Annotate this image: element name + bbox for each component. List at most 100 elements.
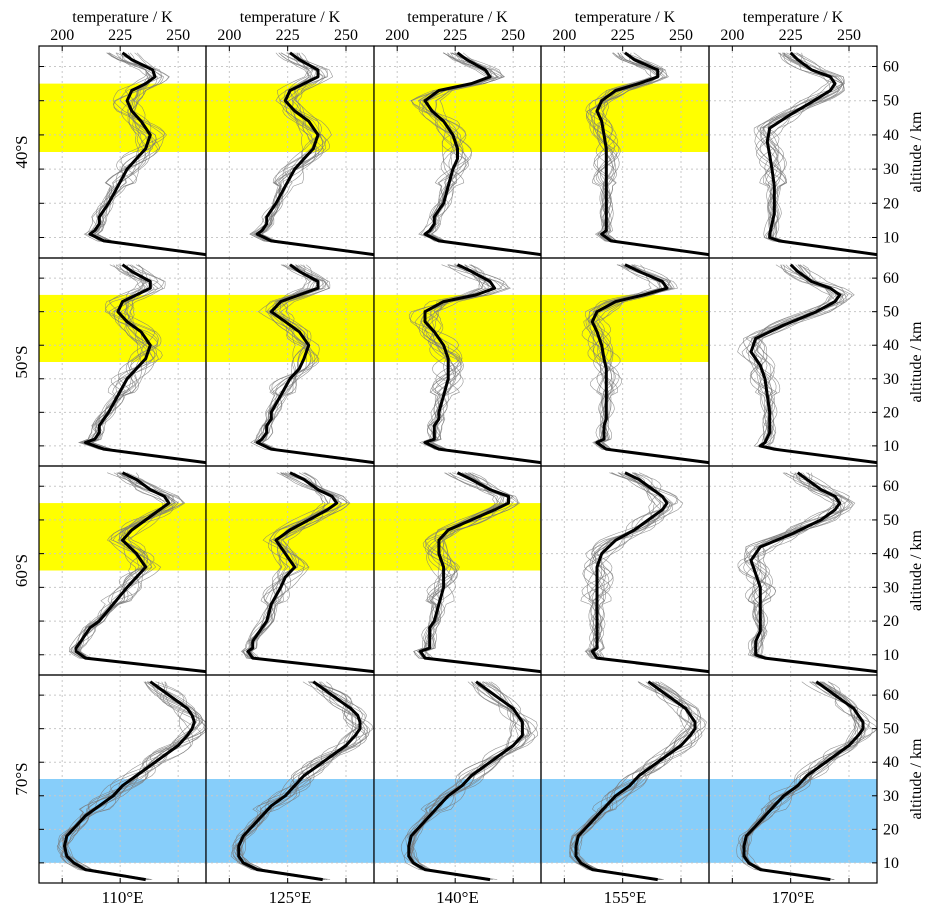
ensemble-profile-line xyxy=(259,264,372,463)
ensemble-profile-line xyxy=(249,472,374,672)
ensemble-profile-line xyxy=(243,472,373,672)
y-tick-label: 60 xyxy=(883,59,899,76)
panel-frame xyxy=(708,45,878,259)
ensemble-profile-line xyxy=(417,472,541,672)
ensemble-profile-line xyxy=(81,264,206,463)
ensemble-profile-line xyxy=(593,472,709,672)
x-tick-label: 225 xyxy=(276,27,300,44)
panel-frame xyxy=(708,257,878,467)
ensemble-profile-line xyxy=(753,52,872,255)
ensemble-profile-line xyxy=(413,472,541,672)
ensemble-profile-line xyxy=(65,681,206,880)
panel-70°S-110°E xyxy=(38,674,207,884)
ensemble-profile-line xyxy=(408,264,540,463)
mean-profile-line xyxy=(255,51,374,257)
ensemble-profile-line xyxy=(68,472,206,672)
y-tick-label: 60 xyxy=(883,270,899,287)
panel-60°S-170°E xyxy=(708,465,878,676)
ensemble-profile-line xyxy=(242,681,363,880)
y-tick-label: 30 xyxy=(883,371,899,388)
mean-profile-line xyxy=(88,51,206,257)
x-tick-label: 200 xyxy=(552,27,576,44)
y-tick-label: 40 xyxy=(883,337,899,354)
longitude-label: 170°E xyxy=(772,888,815,907)
ensemble-profile-line xyxy=(250,264,371,463)
panel-frame xyxy=(540,465,710,676)
x-tick-label: 225 xyxy=(779,27,803,44)
right-axis: 10 20 30 40 50 60 altitude / km 10 20 30 40 50 60 alt… xyxy=(883,59,925,872)
panel-70°S-170°E xyxy=(708,674,878,884)
ensemble-profile-line xyxy=(763,52,875,255)
ensemble-profile-line xyxy=(743,264,871,463)
ensemble-profile-line xyxy=(739,681,866,880)
y-tick-label: 60 xyxy=(883,478,899,495)
mean-profile-line xyxy=(74,471,206,674)
mean-profile-line xyxy=(749,263,877,465)
ensemble-profile-line xyxy=(416,472,541,672)
ensemble-profile-line xyxy=(743,472,877,672)
ensemble-profile-line xyxy=(741,681,867,880)
panel-70°S-125°E xyxy=(205,674,375,884)
ensemble-profile-line xyxy=(240,681,353,880)
longitude-label: 110°E xyxy=(101,888,143,907)
ensemble-profile-line xyxy=(89,52,200,255)
ensemble-profile-line xyxy=(589,472,709,672)
ensemble-profile-line xyxy=(91,264,206,463)
x-tick-label: 200 xyxy=(50,27,74,44)
ensemble-profile-line xyxy=(737,264,877,463)
ensemble-profile-line xyxy=(413,472,541,672)
mean-profile-line xyxy=(423,51,541,257)
ensemble-profile-line xyxy=(250,472,371,672)
ensemble-profile-line xyxy=(586,472,706,672)
ensemble-profile-line xyxy=(246,472,374,672)
top-axis-title: temperature / K xyxy=(407,9,508,26)
ensemble-profile-line xyxy=(421,472,538,672)
ensemble-profile-line xyxy=(569,681,700,880)
ensemble-profile-line xyxy=(58,681,191,880)
ensemble-profile-line xyxy=(583,472,709,672)
ensemble-profile-line xyxy=(240,472,374,672)
yellow-highlight-band xyxy=(374,294,541,362)
ensemble-profile-line xyxy=(584,472,709,672)
panel-60°S-110°E xyxy=(38,465,207,676)
ensemble-profile-line xyxy=(77,472,199,672)
ensemble-profile-line xyxy=(232,681,367,880)
mean-profile-line xyxy=(83,263,206,465)
ensemble-profile-line xyxy=(410,681,521,880)
ensemble-profile-line xyxy=(577,681,702,880)
bottom-axis-labels: 110°E 125°E 140°E 155°E 170°E xyxy=(101,888,814,907)
x-tick-label: 225 xyxy=(611,27,635,44)
ensemble-profile-line xyxy=(429,264,536,463)
right-axis-title: altitude / km xyxy=(908,321,925,402)
mean-profile-line xyxy=(574,680,697,882)
ensemble-profile-line xyxy=(261,264,374,463)
ensemble-profile-line xyxy=(249,52,374,255)
ensemble-profile-line xyxy=(79,264,206,462)
ensemble-profile-line xyxy=(90,264,206,463)
panel-frame xyxy=(708,465,878,676)
y-tick-label: 20 xyxy=(883,821,899,838)
blue-highlight-band xyxy=(374,779,541,863)
panel-frame xyxy=(708,674,878,884)
longitude-label: 140°E xyxy=(436,888,479,907)
panel-70°S-140°E xyxy=(373,674,542,884)
ensemble-profile-line xyxy=(423,264,541,463)
panel-40°S-155°E xyxy=(540,45,710,259)
ensemble-profile-line xyxy=(421,52,535,255)
x-tick-label: 250 xyxy=(166,27,190,44)
ensemble-profile-line xyxy=(242,472,374,672)
mean-profile-line xyxy=(423,263,541,465)
ensemble-profile-line xyxy=(748,264,877,463)
ensemble-profile-line xyxy=(569,681,702,880)
panel-40°S-110°E xyxy=(38,45,207,259)
ensemble-profile-line xyxy=(762,52,873,255)
y-tick-label: 50 xyxy=(883,304,899,321)
ensemble-profile-line xyxy=(588,472,709,672)
ensemble-profile-line xyxy=(745,472,876,672)
y-tick-label: 50 xyxy=(883,721,899,738)
ensemble-profile-line xyxy=(91,264,202,463)
ensemble-profile-line xyxy=(423,264,541,463)
top-axis-title: temperature / K xyxy=(72,9,173,26)
mean-profile-line xyxy=(595,51,709,257)
y-tick-label: 40 xyxy=(883,546,899,563)
